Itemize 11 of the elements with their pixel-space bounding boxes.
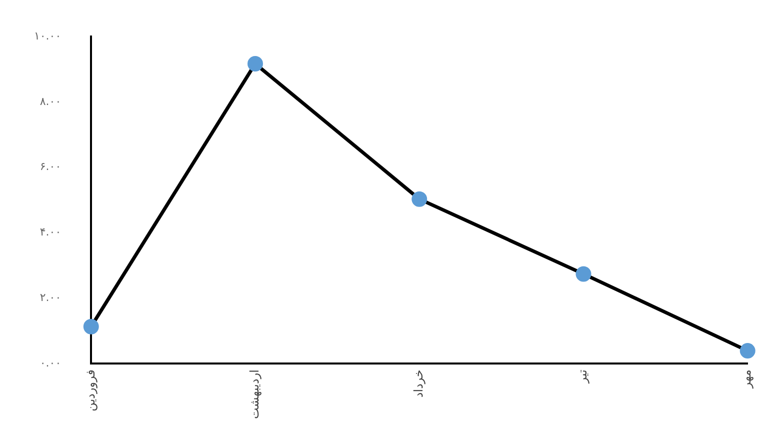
x-tick-label: مهر [740,370,754,390]
x-tick-label: فروردین [83,370,98,412]
y-tick-label: ۴.۰۰ [40,226,62,239]
x-tick-label: خرداد [411,370,426,398]
x-tick-label: اردیبهشت [247,370,262,419]
y-tick-label: ۰.۰۰ [40,356,62,370]
y-tick-label: ۱۰.۰۰ [34,29,62,42]
y-tick-label: ۶.۰۰ [40,160,62,174]
x-tick-label: تیر [576,370,590,384]
y-tick-label: ۸.۰۰ [40,94,62,108]
y-tick-label: ۲.۰۰ [40,291,62,304]
